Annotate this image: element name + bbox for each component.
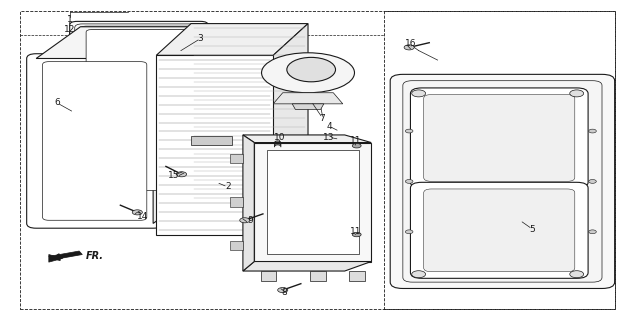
Circle shape	[277, 288, 288, 292]
Circle shape	[589, 180, 596, 183]
FancyBboxPatch shape	[403, 81, 602, 282]
Text: 6: 6	[54, 99, 60, 108]
FancyBboxPatch shape	[424, 189, 575, 272]
Polygon shape	[273, 93, 343, 104]
Circle shape	[405, 230, 413, 234]
Text: 8: 8	[282, 288, 288, 297]
Circle shape	[570, 90, 584, 97]
Polygon shape	[349, 271, 365, 281]
Text: 1: 1	[67, 15, 72, 24]
Polygon shape	[231, 241, 243, 251]
Text: 11: 11	[350, 136, 361, 146]
Circle shape	[352, 232, 361, 237]
FancyBboxPatch shape	[390, 74, 615, 288]
Circle shape	[132, 210, 142, 215]
Polygon shape	[153, 27, 197, 223]
Circle shape	[240, 218, 250, 223]
Text: 13: 13	[323, 133, 335, 142]
FancyBboxPatch shape	[27, 54, 163, 228]
Text: 7: 7	[319, 114, 325, 123]
Polygon shape	[156, 24, 308, 55]
Circle shape	[411, 90, 425, 97]
Polygon shape	[254, 142, 371, 261]
Circle shape	[570, 271, 584, 278]
Circle shape	[177, 172, 187, 177]
Circle shape	[405, 180, 413, 183]
Circle shape	[589, 230, 596, 234]
FancyBboxPatch shape	[424, 95, 575, 181]
Polygon shape	[231, 197, 243, 207]
Circle shape	[405, 129, 413, 133]
Polygon shape	[260, 271, 276, 281]
Polygon shape	[292, 104, 324, 109]
Polygon shape	[267, 150, 359, 253]
Polygon shape	[231, 154, 243, 163]
Text: 14: 14	[137, 212, 148, 221]
Text: 9: 9	[247, 216, 253, 225]
FancyBboxPatch shape	[410, 182, 588, 278]
Text: 12: 12	[64, 25, 76, 34]
Ellipse shape	[262, 53, 354, 93]
Text: 3: 3	[197, 34, 203, 43]
Text: FR.: FR.	[86, 251, 104, 261]
Polygon shape	[243, 261, 371, 271]
Polygon shape	[49, 254, 63, 262]
Text: 16: 16	[405, 39, 417, 48]
Text: 10: 10	[274, 133, 285, 142]
Polygon shape	[243, 135, 371, 142]
FancyBboxPatch shape	[410, 88, 588, 188]
Polygon shape	[191, 136, 232, 145]
Text: 2: 2	[225, 182, 231, 191]
Circle shape	[287, 57, 335, 82]
Text: 15: 15	[168, 171, 179, 180]
Polygon shape	[273, 24, 308, 235]
Text: 5: 5	[530, 225, 535, 234]
Polygon shape	[156, 55, 273, 235]
Polygon shape	[36, 27, 197, 59]
Polygon shape	[49, 251, 83, 260]
FancyBboxPatch shape	[86, 30, 192, 190]
Circle shape	[589, 129, 596, 133]
Polygon shape	[311, 271, 326, 281]
Text: 4: 4	[326, 122, 331, 131]
FancyBboxPatch shape	[43, 62, 147, 220]
FancyBboxPatch shape	[70, 21, 208, 199]
Circle shape	[411, 271, 425, 278]
Circle shape	[404, 45, 414, 50]
Circle shape	[352, 143, 361, 148]
Text: 11: 11	[350, 227, 361, 236]
Polygon shape	[243, 135, 254, 271]
